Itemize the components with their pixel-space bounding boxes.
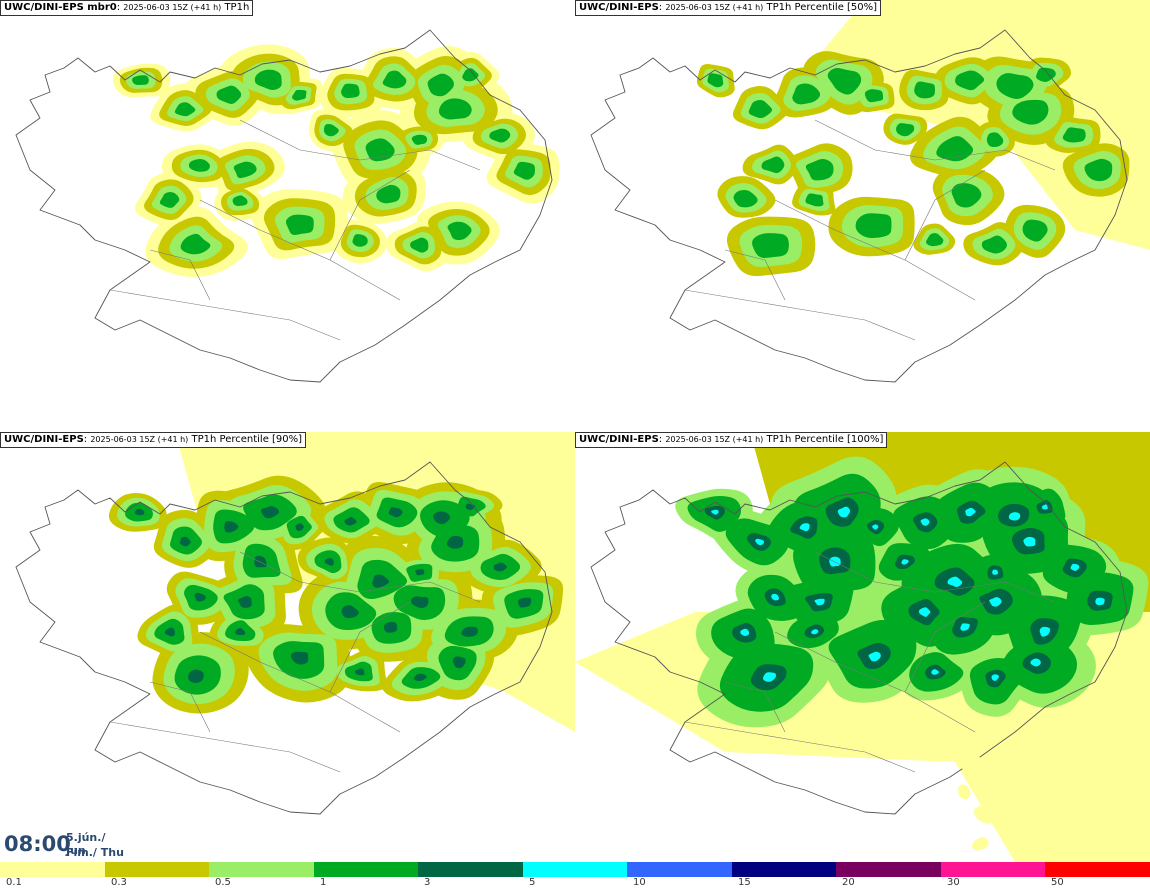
map-panel-mbr0: UWC/DINI-EPS mbr0: 2025-06-03 15Z (+41 h… xyxy=(0,0,575,430)
panel-title: UWC/DINI-EPS: 2025-06-03 15Z (+41 h) TP1… xyxy=(0,432,307,448)
colorbar-segment xyxy=(1045,862,1150,877)
valid-time-box: 08:00 5.jún./ Jun Fim./ Thu xyxy=(0,828,128,862)
precipitation-map xyxy=(590,0,1150,383)
valid-date: 5.jún./ Jun xyxy=(66,831,106,857)
panel-title: UWC/DINI-EPS: 2025-06-03 15Z (+41 h) TP1… xyxy=(575,432,888,448)
precipitation-map xyxy=(575,432,1150,862)
colorbar-tick-label: 15 xyxy=(738,877,751,888)
precip-level xyxy=(711,504,1105,682)
colorbar-segment xyxy=(418,862,524,877)
map-panel-p100: UWC/DINI-EPS: 2025-06-03 15Z (+41 h) TP1… xyxy=(575,432,1150,862)
colorbar-tick-label: 0.5 xyxy=(215,877,231,888)
colorbar-segment xyxy=(522,862,628,877)
road-network xyxy=(684,119,1056,341)
precipitation-map xyxy=(15,29,560,383)
precipitation-map xyxy=(15,432,575,815)
colorbar-tick-label: 1 xyxy=(320,877,327,888)
valid-time: 08:00 xyxy=(4,832,71,856)
road-network xyxy=(109,119,481,341)
valid-weekday: Fim./ Thu xyxy=(66,846,124,859)
precip-level xyxy=(707,67,1113,258)
precipitation-colorbar xyxy=(0,862,1150,877)
map-panel-p50: UWC/DINI-EPS: 2025-06-03 15Z (+41 h) TP1… xyxy=(575,0,1150,430)
colorbar-segment xyxy=(104,862,210,877)
sea-precip xyxy=(958,756,1150,851)
map-panel-p90: UWC/DINI-EPS: 2025-06-03 15Z (+41 h) TP1… xyxy=(0,432,575,862)
coastline xyxy=(590,461,1128,815)
colorbar-tick-label: 30 xyxy=(947,877,960,888)
colorbar-segment xyxy=(0,862,106,877)
panel-title: UWC/DINI-EPS: 2025-06-03 15Z (+41 h) TP1… xyxy=(575,0,882,16)
colorbar-tick-label: 10 xyxy=(633,877,646,888)
precip-level xyxy=(134,503,532,683)
panel-title: UWC/DINI-EPS mbr0: 2025-06-03 15Z (+41 h… xyxy=(0,0,254,16)
colorbar-segment xyxy=(731,862,837,877)
road-network xyxy=(109,551,481,773)
precip-area xyxy=(955,672,1150,862)
coastline xyxy=(15,461,553,815)
colorbar-tick-label: 0.1 xyxy=(6,877,22,888)
colorbar-tick-label: 5 xyxy=(529,877,536,888)
road-network xyxy=(684,551,1056,773)
colorbar-tick-label: 3 xyxy=(424,877,431,888)
colorbar-segment xyxy=(209,862,315,877)
colorbar-tick-label: 20 xyxy=(842,877,855,888)
colorbar-segment xyxy=(313,862,419,877)
coastline xyxy=(590,29,1128,383)
colorbar-segment xyxy=(940,862,1046,877)
colorbar-segment xyxy=(627,862,733,877)
colorbar-tick-label: 50 xyxy=(1051,877,1064,888)
colorbar-segment xyxy=(836,862,942,877)
coastline xyxy=(15,29,553,383)
precip-level xyxy=(132,68,535,255)
colorbar-tick-label: 0.3 xyxy=(111,877,127,888)
